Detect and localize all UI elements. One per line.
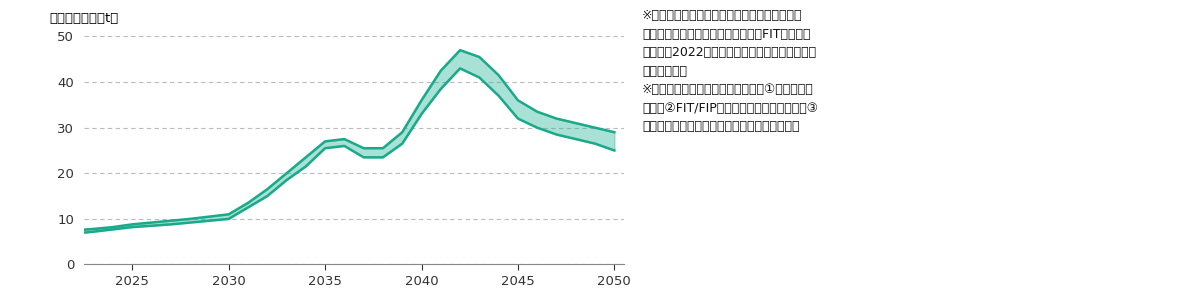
Text: ※太陽光発電の導入量は、第６次エネルギー基
本計画の導入目標をもとに推計。非FIT設備の導
入割合は2022年の推計量をもとに一定の仮定を
置いて推計。
※太陽: ※太陽光発電の導入量は、第６次エネルギー基 本計画の導入目標をもとに推計。非FI… — [642, 9, 818, 133]
Text: 排出見込量（万t）: 排出見込量（万t） — [49, 12, 118, 25]
